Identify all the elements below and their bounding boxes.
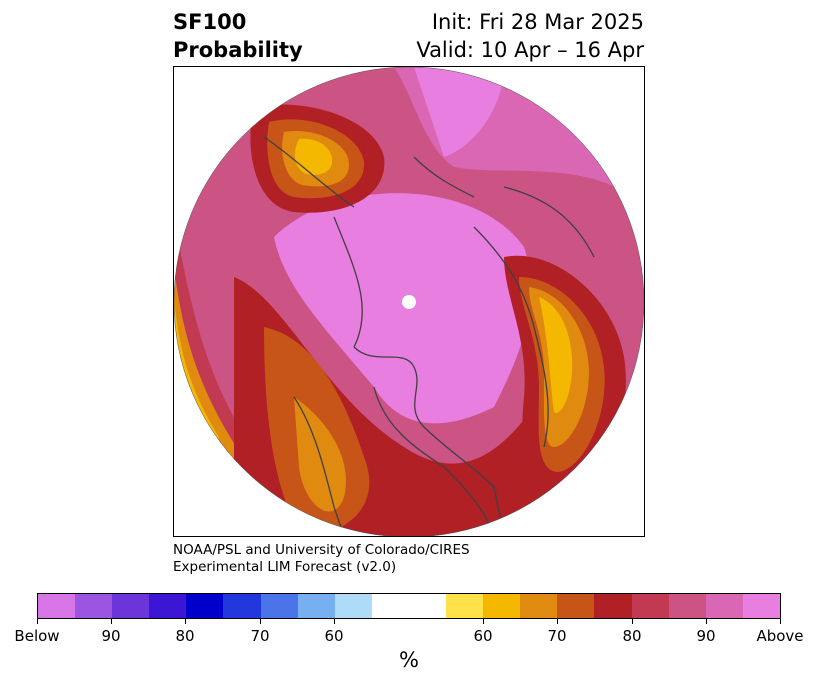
colorbar-tick — [111, 619, 112, 624]
title-line2: Probability — [173, 38, 303, 62]
colorbar-tick-label: 90 — [696, 627, 716, 645]
colorbar-swatch — [520, 594, 558, 618]
colorbar-tick-label: 60 — [473, 627, 493, 645]
colorbar-swatch — [668, 594, 706, 618]
forecast-dates: Init: Fri 28 Mar 2025 Valid: 10 Apr – 16… — [416, 8, 644, 64]
colorbar-swatch — [149, 594, 187, 618]
colorbar-tick — [260, 619, 261, 624]
colorbar-swatch — [38, 594, 76, 618]
map-svg — [174, 67, 644, 536]
colorbar-unit: % — [399, 648, 419, 672]
colorbar-swatch — [112, 594, 150, 618]
colorbar-swatch — [631, 594, 669, 618]
colorbar-tick-label: Above — [756, 627, 804, 645]
colorbar-swatch — [186, 594, 224, 618]
colorbar-tick — [37, 619, 38, 624]
colorbar-tick — [334, 619, 335, 624]
colorbar-tick-label: 70 — [250, 627, 270, 645]
colorbar-tick-label: 60 — [324, 627, 344, 645]
colorbar-swatch — [297, 594, 335, 618]
colorbar-tick — [706, 619, 707, 624]
colorbar-swatch — [260, 594, 298, 618]
colorbar-tick-label: 90 — [101, 627, 121, 645]
colorbar-tick — [632, 619, 633, 624]
polar-map — [173, 66, 645, 537]
colorbar-swatch — [557, 594, 595, 618]
colorbar-tick — [557, 619, 558, 624]
colorbar — [37, 593, 781, 619]
colorbar-tick-label: 70 — [547, 627, 567, 645]
colorbar-tick — [185, 619, 186, 624]
colorbar-swatch — [223, 594, 261, 618]
coastlines — [263, 136, 595, 536]
title-line1: SF100 — [173, 10, 247, 34]
colorbar-tick-label: 80 — [175, 627, 195, 645]
colorbar-tick-label: Below — [14, 627, 60, 645]
map-title: SF100 Probability — [173, 8, 303, 64]
credit-line1: NOAA/PSL and University of Colorado/CIRE… — [173, 542, 470, 558]
colorbar-swatch — [334, 594, 372, 618]
colorbar-swatch — [371, 594, 447, 618]
colorbar-swatch — [446, 594, 484, 618]
colorbar-swatch — [483, 594, 521, 618]
credit-line2: Experimental LIM Forecast (v2.0) — [173, 559, 397, 575]
colorbar-swatch — [594, 594, 632, 618]
colorbar-tick — [780, 619, 781, 624]
colorbar-tick — [483, 619, 484, 624]
probability-field — [174, 67, 644, 536]
colorbar-tick-label: 80 — [622, 627, 642, 645]
colorbar-swatch — [705, 594, 743, 618]
init-date: Init: Fri 28 Mar 2025 — [431, 10, 644, 34]
credit-text: NOAA/PSL and University of Colorado/CIRE… — [173, 542, 470, 576]
valid-dates: Valid: 10 Apr – 16 Apr — [416, 38, 644, 62]
colorbar-swatch — [75, 594, 113, 618]
colorbar-swatch — [742, 594, 780, 618]
